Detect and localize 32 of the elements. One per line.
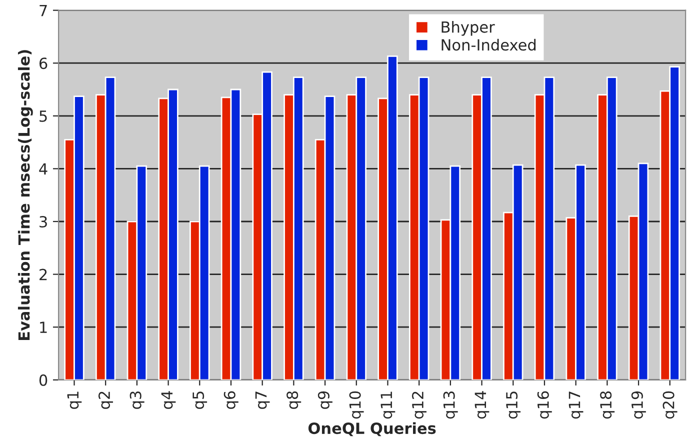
- y-tick-label: 5: [40, 110, 47, 122]
- x-tick-label: q12: [412, 392, 426, 419]
- legend-label: Non-Indexed: [442, 38, 536, 51]
- y-tick-label: 2: [40, 268, 47, 280]
- y-tick-label: 1: [40, 322, 47, 333]
- x-tick-label: q5: [192, 392, 208, 409]
- y-tick-label: 7: [40, 4, 47, 16]
- x-tick-label: q2: [98, 392, 113, 409]
- x-tick-label: q10: [349, 391, 364, 419]
- x-tick-label: q16: [537, 391, 552, 419]
- x-tick-label: q4: [161, 391, 176, 409]
- x-tick-label: q11: [380, 392, 396, 419]
- x-tick-label: q15: [506, 392, 521, 419]
- y-tick-label: 0: [39, 374, 48, 386]
- y-tick-label: 4: [39, 163, 48, 175]
- y-axis-title: Evaluation Time msecs(Log-scale): [18, 50, 33, 340]
- y-tick-label: 3: [40, 216, 47, 228]
- x-tick-label: q9: [318, 391, 332, 409]
- x-tick-label: q20: [662, 391, 678, 419]
- x-tick-label: q18: [600, 391, 615, 419]
- x-tick-label: q6: [224, 391, 238, 409]
- x-tick-label: q7: [255, 392, 270, 409]
- x-tick-label: q19: [631, 391, 646, 419]
- x-tick-label: q17: [568, 392, 584, 419]
- x-tick-label: q3: [130, 392, 144, 409]
- x-tick-label: q14: [474, 391, 490, 419]
- x-tick-label: q1: [67, 392, 82, 409]
- x-axis-title: OneQL Queries: [308, 422, 436, 436]
- y-tick-label: 6: [39, 58, 48, 70]
- x-tick-label: q13: [443, 392, 458, 419]
- legend-label: Bhyper: [442, 21, 495, 36]
- x-tick-label: q8: [286, 391, 302, 409]
